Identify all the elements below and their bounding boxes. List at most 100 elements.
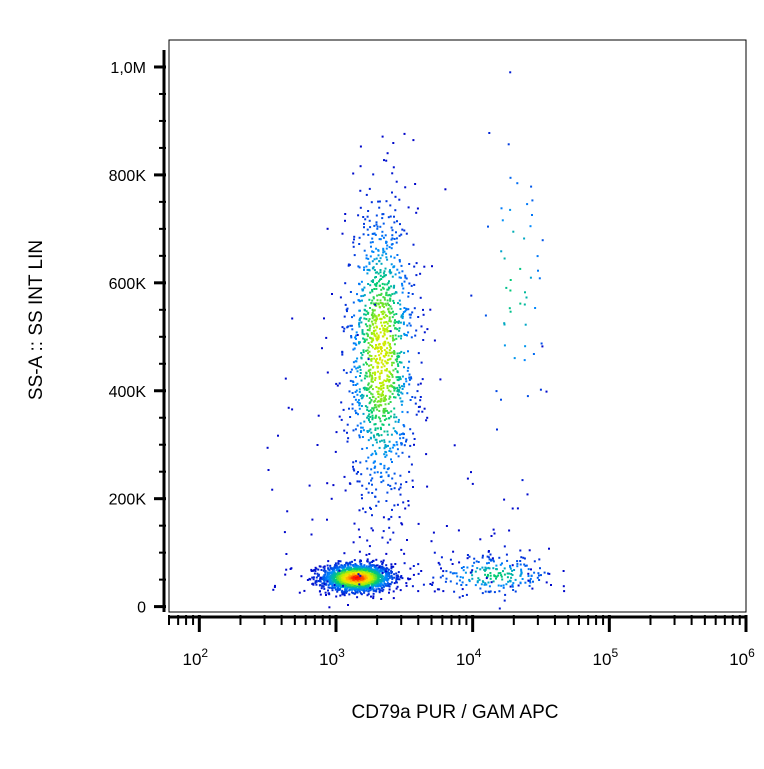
data-point	[363, 582, 366, 585]
data-point	[323, 574, 326, 577]
data-point	[368, 391, 371, 393]
data-point	[372, 380, 374, 383]
data-point	[487, 550, 490, 552]
data-point	[354, 575, 357, 578]
data-point	[484, 573, 487, 576]
data-point	[383, 439, 386, 442]
data-point	[338, 569, 341, 572]
data-point	[536, 255, 539, 258]
data-point	[394, 195, 397, 198]
data-point	[354, 360, 357, 363]
data-point	[326, 574, 329, 577]
data-point	[390, 238, 393, 241]
data-point	[414, 396, 417, 399]
data-point	[383, 576, 386, 579]
data-point	[348, 569, 350, 571]
data-point	[367, 581, 370, 584]
data-point	[359, 572, 362, 575]
data-point	[380, 388, 383, 391]
data-point	[503, 257, 506, 260]
data-point	[368, 329, 371, 332]
data-point	[504, 593, 507, 596]
data-point	[376, 225, 379, 228]
data-point	[407, 295, 410, 298]
data-point	[367, 588, 370, 591]
data-point	[388, 375, 391, 378]
data-point	[487, 573, 489, 576]
data-point	[506, 572, 509, 575]
data-point	[391, 234, 394, 237]
data-point	[438, 563, 441, 566]
data-point	[379, 372, 382, 375]
data-point	[390, 247, 393, 250]
data-point	[401, 523, 404, 526]
data-point	[370, 357, 373, 360]
data-point	[403, 433, 405, 436]
data-point	[452, 550, 455, 553]
data-point	[500, 574, 503, 577]
data-point	[510, 573, 513, 575]
data-point	[371, 339, 374, 342]
data-point	[338, 415, 341, 418]
data-point	[402, 311, 405, 314]
data-point	[358, 480, 361, 483]
data-point	[365, 487, 368, 490]
data-point	[470, 471, 472, 474]
data-point	[374, 423, 377, 426]
data-point	[352, 245, 355, 248]
data-point	[365, 587, 368, 590]
data-point	[370, 573, 373, 576]
data-point	[512, 589, 515, 591]
data-point	[361, 573, 364, 576]
data-point	[385, 380, 387, 383]
data-point	[384, 568, 387, 570]
data-point	[500, 584, 503, 587]
data-point	[368, 569, 371, 572]
data-point	[361, 570, 364, 573]
data-point	[408, 383, 411, 386]
data-point	[332, 580, 335, 583]
data-point	[388, 330, 390, 333]
data-point	[399, 493, 402, 496]
data-point	[505, 286, 508, 289]
data-point	[337, 577, 340, 579]
data-point	[397, 356, 400, 359]
data-point	[385, 500, 388, 502]
data-point	[445, 570, 448, 573]
data-point	[354, 566, 357, 569]
data-point	[348, 586, 351, 589]
data-point	[395, 313, 398, 315]
data-point	[533, 571, 536, 574]
data-point	[352, 587, 355, 590]
data-point	[372, 409, 375, 412]
data-point	[381, 313, 384, 316]
data-point	[341, 589, 344, 592]
data-point	[338, 572, 341, 575]
data-point	[405, 440, 407, 443]
data-point	[375, 214, 378, 217]
data-point	[358, 236, 361, 239]
data-point	[378, 354, 381, 357]
data-point	[388, 450, 391, 452]
data-point	[352, 577, 355, 580]
data-point	[351, 584, 354, 587]
data-point	[378, 588, 381, 591]
data-point	[532, 353, 535, 355]
data-point	[389, 272, 392, 275]
data-point	[471, 564, 474, 567]
data-point	[380, 262, 383, 265]
x-tick-label: 103	[319, 646, 345, 669]
data-point	[341, 591, 344, 594]
data-point	[419, 272, 422, 275]
data-point	[315, 576, 318, 579]
data-point	[379, 382, 381, 385]
data-point	[503, 567, 506, 570]
data-point	[396, 268, 399, 271]
data-point	[416, 390, 419, 393]
data-point	[386, 358, 389, 361]
data-point	[365, 193, 368, 196]
data-point	[396, 358, 399, 361]
data-point	[398, 260, 401, 263]
data-point	[411, 585, 414, 588]
data-point	[380, 352, 383, 355]
